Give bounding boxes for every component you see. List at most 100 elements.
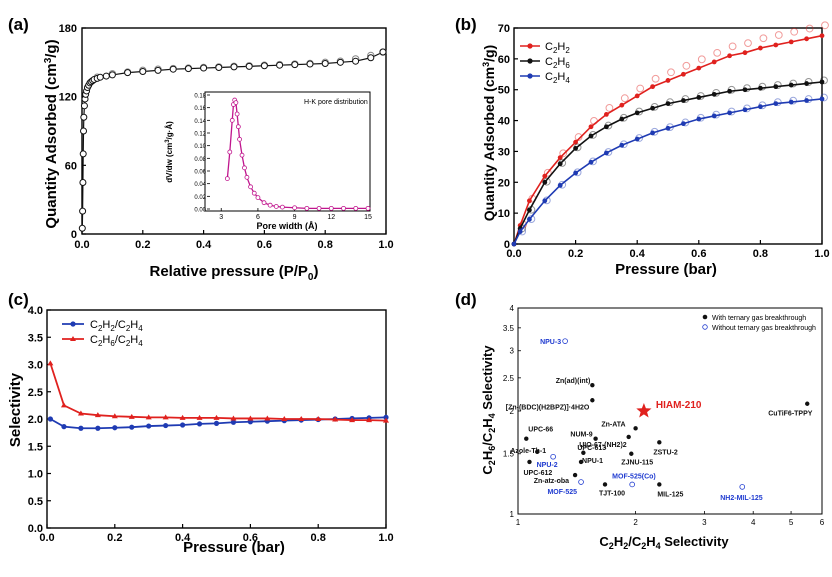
legend-without-marker	[702, 324, 708, 330]
x-tick-label: 0.4	[630, 248, 646, 260]
series-point	[383, 414, 389, 420]
series-C2H6-point	[542, 179, 548, 185]
inset-xlabel: Pore width (Å)	[257, 221, 318, 231]
legend-label: C2H6	[545, 56, 570, 70]
series-C2H6-point	[527, 207, 532, 213]
y-tick-label: 2.0	[28, 414, 43, 426]
panel-b-axes: 0.0 0.2 0.4 0.6 0.8 1.0 0 10 20 30 40 50 60 70	[498, 21, 830, 260]
point-NUM-9	[593, 436, 598, 441]
series-point	[230, 415, 237, 421]
series-C2H2-point	[634, 93, 640, 99]
x-tick-label: 0.6	[691, 248, 706, 260]
panel-c-label: (c)	[8, 290, 29, 309]
adsorption-point	[80, 113, 88, 121]
y-tick-label: 60	[498, 54, 510, 66]
point-label: MOF-525	[547, 489, 577, 496]
adsorption-point	[108, 71, 116, 79]
series-C2H6-line	[513, 81, 823, 245]
series-C2H2-open-point	[605, 104, 614, 112]
inset-point	[239, 152, 245, 158]
adsorption-point	[124, 69, 132, 77]
series-C2H4-point	[711, 113, 717, 119]
panel-d-axes: 1 2 3 4 5 6 1 1.5 2 2.5 3 3.5 4 NPU-3 Zn(ad)(int) [Zn-(…	[503, 304, 825, 527]
inset-title: H-K pore distribution	[304, 99, 368, 106]
x-tick-label: 1	[516, 518, 521, 527]
series-C2H6-point	[573, 145, 578, 151]
series-C2H4-point	[758, 104, 763, 110]
point-ZSTU-2	[657, 440, 662, 445]
series-C2H6-point	[696, 95, 702, 100]
series-C2H4-point	[557, 182, 563, 188]
series-C2H2-open-point	[713, 48, 722, 57]
y-tick-label: 30	[498, 146, 510, 158]
series-point	[281, 416, 288, 421]
series-C2H6-point	[588, 133, 594, 139]
inset-y-tick-label: 0.08	[194, 157, 206, 163]
adsorption-point	[306, 60, 314, 68]
x-tick-label: 0.0	[39, 532, 54, 544]
adsorption-point	[336, 58, 344, 66]
series-point	[129, 424, 135, 430]
series-point	[332, 416, 339, 422]
inset-x-tick-label: 6	[256, 214, 260, 221]
inset-point	[229, 117, 235, 123]
x-tick-label: 1.0	[814, 248, 829, 260]
series-C2H2-point	[665, 78, 671, 83]
inset-point	[244, 174, 250, 180]
series-C2H2-point	[527, 198, 532, 204]
point-UPC-613	[581, 450, 586, 455]
y-tick-label: 3.0	[28, 360, 43, 372]
series-point	[47, 360, 54, 366]
y-tick-label: 4	[510, 304, 515, 313]
series-C2H2-open-point	[805, 24, 814, 33]
legend-with-marker	[702, 314, 708, 320]
inset-x-tick-label: 9	[293, 214, 297, 221]
series-C2H4-point	[511, 241, 517, 247]
inset-point	[261, 200, 267, 206]
series-point	[264, 415, 271, 421]
x-tick-label: 5	[789, 518, 794, 527]
series-C2H2-open-point	[667, 68, 675, 77]
series-C2H2-open-point	[682, 61, 691, 70]
inset-y-tick-label: 0.06	[194, 170, 206, 176]
adsorption-point	[96, 73, 104, 81]
series-C2H2-point	[742, 50, 748, 56]
point-label: TJT-100	[599, 490, 625, 497]
series-point	[213, 420, 220, 426]
series-C2H4-point	[619, 142, 625, 148]
point-Azole-Th-1	[535, 449, 540, 454]
series-C2H2-point	[696, 65, 702, 71]
point-label: NPU-2	[537, 462, 558, 469]
series-point	[162, 414, 169, 420]
series-point	[77, 410, 84, 416]
legend-without-label: Without ternary gas breakthrough	[712, 325, 816, 332]
series-C2H4-point	[819, 96, 825, 102]
y-tick-label: 1.5	[28, 441, 43, 453]
series-point	[163, 422, 169, 429]
series-C2H6-point	[819, 79, 825, 85]
series-point	[47, 416, 53, 422]
panel-b-label: (b)	[455, 15, 477, 34]
series-point	[196, 414, 203, 420]
inset-point	[279, 204, 285, 210]
series-C2H6-point	[650, 105, 655, 111]
inset-x-tick-label: 12	[327, 214, 335, 221]
x-tick-label: 0.6	[243, 532, 258, 544]
series-C2H4-point	[696, 116, 702, 122]
series-C2H2-point	[573, 139, 578, 145]
series-C2H4-point	[527, 216, 532, 222]
adsorption-point	[79, 207, 87, 215]
x-tick-label: 0.4	[175, 532, 191, 544]
series-point	[94, 412, 101, 418]
x-tick-label: 0.2	[107, 532, 122, 544]
x-tick-label: 2	[633, 518, 638, 527]
inset-point	[292, 205, 298, 211]
series-point	[145, 414, 152, 420]
adsorption-point	[200, 64, 208, 72]
x-tick-label: 0.2	[568, 248, 583, 260]
point-CuTiF6-TPPY	[805, 401, 810, 406]
legend-with-label: With ternary gas breakthrough	[712, 315, 806, 322]
series-C2H4-line	[513, 98, 823, 245]
adsorption-point	[352, 57, 360, 65]
series-point	[112, 425, 118, 431]
